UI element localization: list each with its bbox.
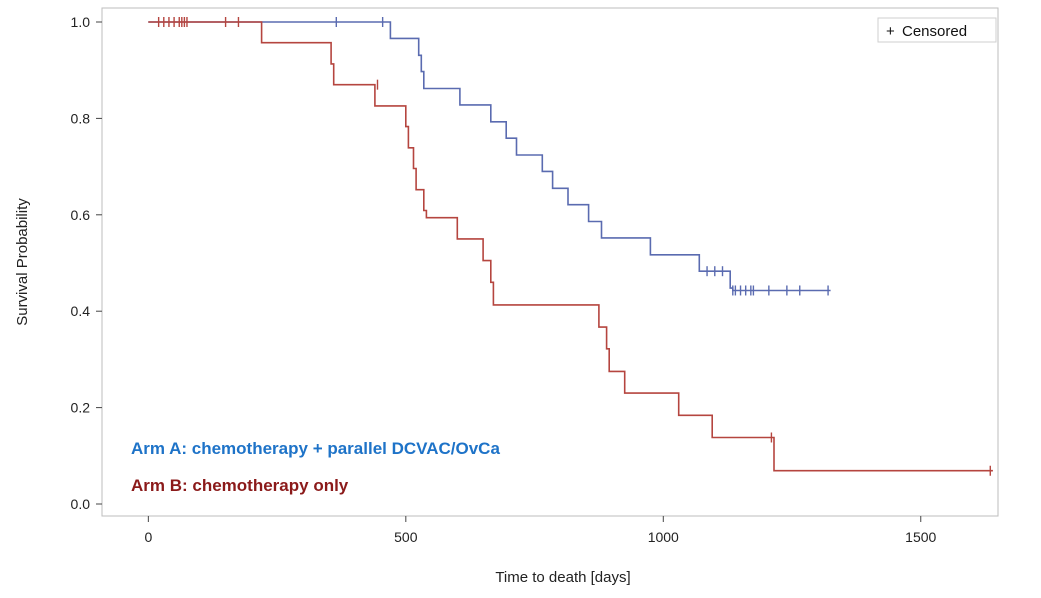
y-tick-label: 0.2 [71, 400, 91, 416]
series-arm-a [148, 17, 831, 296]
y-tick-label: 0.4 [71, 303, 91, 319]
y-axis: 0.0 0.2 0.4 0.6 0.8 1.0 [71, 14, 102, 512]
y-tick-label: 0.8 [71, 110, 91, 126]
legend: + Censored [877, 17, 997, 43]
y-tick-label: 0.0 [71, 496, 91, 512]
y-tick-label: 1.0 [71, 14, 91, 30]
x-axis-label: Time to death [days] [495, 569, 630, 586]
x-tick-label: 500 [394, 529, 418, 545]
legend-censored-label: Censored [902, 23, 967, 40]
plot-frame [101, 7, 999, 517]
legend-box [877, 17, 997, 43]
series-layer [148, 17, 993, 476]
x-tick-label: 1500 [905, 529, 936, 545]
arm-b-label: Arm B: chemotherapy only [131, 476, 349, 495]
legend-censored-symbol: + [886, 23, 895, 40]
survival-curve [148, 21, 993, 472]
x-tick-label: 1000 [648, 529, 679, 545]
y-axis-label: Survival Probability [14, 198, 31, 326]
arm-a-label: Arm A: chemotherapy + parallel DCVAC/OvC… [131, 439, 500, 458]
x-tick-label: 0 [144, 529, 152, 545]
survival-curve [148, 21, 831, 292]
series-arm-b [148, 17, 993, 476]
y-tick-label: 0.6 [71, 207, 91, 223]
x-axis: 0 500 1000 1500 [144, 516, 937, 545]
